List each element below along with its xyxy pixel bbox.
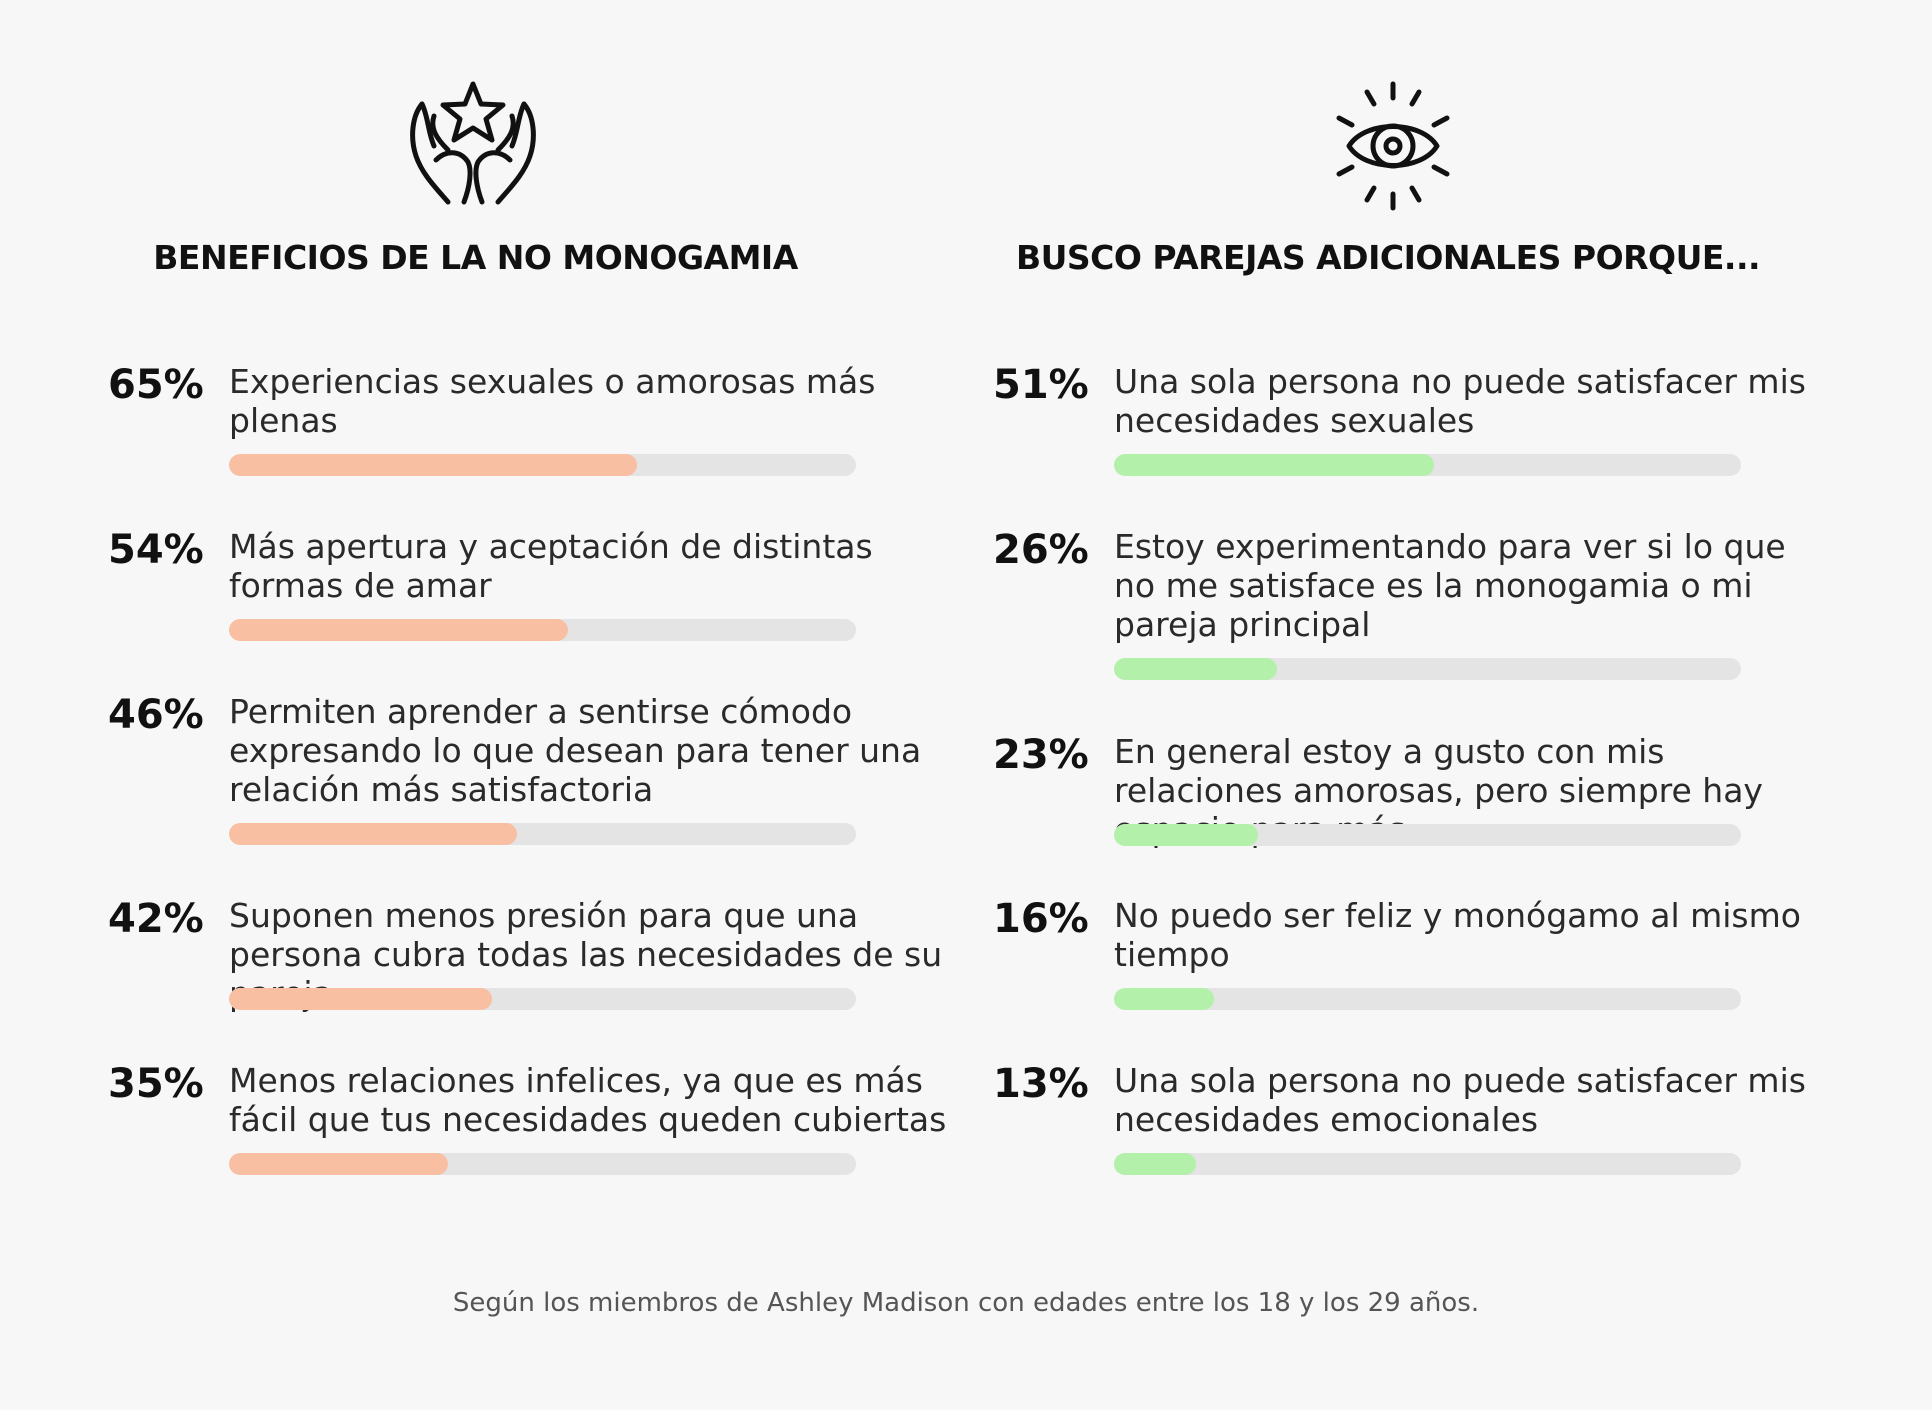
bar-track [229, 1153, 856, 1175]
percent-label: 26% [993, 527, 1089, 573]
percent-label: 65% [108, 362, 204, 408]
percent-label: 13% [993, 1061, 1089, 1107]
bar [1114, 824, 1259, 846]
category-label: Una sola persona no puede satisfacer mis… [1114, 362, 1806, 440]
benefits-title: BENEFICIOS DE LA NO MONOGAMIA [153, 238, 798, 277]
bar-track [229, 823, 856, 845]
hands-star-icon [408, 76, 538, 216]
bar [1114, 658, 1278, 680]
percent-label: 23% [993, 732, 1089, 778]
percent-label: 46% [108, 692, 204, 738]
category-label: Menos relaciones infelices, ya que es má… [229, 1061, 947, 1139]
reasons-title: BUSCO PAREJAS ADICIONALES PORQUE... [1015, 238, 1761, 277]
bar [229, 988, 493, 1010]
percent-label: 16% [993, 896, 1089, 942]
bar-track [229, 988, 856, 1010]
bar [229, 619, 568, 641]
percent-label: 54% [108, 527, 204, 573]
category-label: Estoy experimentando para ver si lo que … [1114, 527, 1786, 644]
category-label: Experiencias sexuales o amorosas más ple… [229, 362, 876, 440]
percent-label: 42% [108, 896, 204, 942]
bar-track [1114, 824, 1741, 846]
bar-track [1114, 988, 1741, 1010]
category-label: Más apertura y aceptación de distintas f… [229, 527, 873, 605]
bar-track [229, 454, 856, 476]
bar [1114, 988, 1215, 1010]
percent-label: 35% [108, 1061, 204, 1107]
eye-icon [1323, 76, 1463, 221]
bar [1114, 1153, 1196, 1175]
footnote: Según los miembros de Ashley Madison con… [452, 1288, 1480, 1318]
bar-track [1114, 658, 1741, 680]
percent-label: 51% [993, 362, 1089, 408]
bar-track [1114, 1153, 1741, 1175]
bar [229, 1153, 449, 1175]
category-label: Una sola persona no puede satisfacer mis… [1114, 1061, 1806, 1139]
bar [229, 454, 637, 476]
bar [1114, 454, 1434, 476]
category-label: Suponen menos presión para que una perso… [229, 896, 943, 1013]
bar [229, 823, 518, 845]
bar-track [229, 619, 856, 641]
category-label: No puedo ser feliz y monógamo al mismo t… [1114, 896, 1801, 974]
category-label: Permiten aprender a sentirse cómodo expr… [229, 692, 922, 809]
bar-track [1114, 454, 1741, 476]
